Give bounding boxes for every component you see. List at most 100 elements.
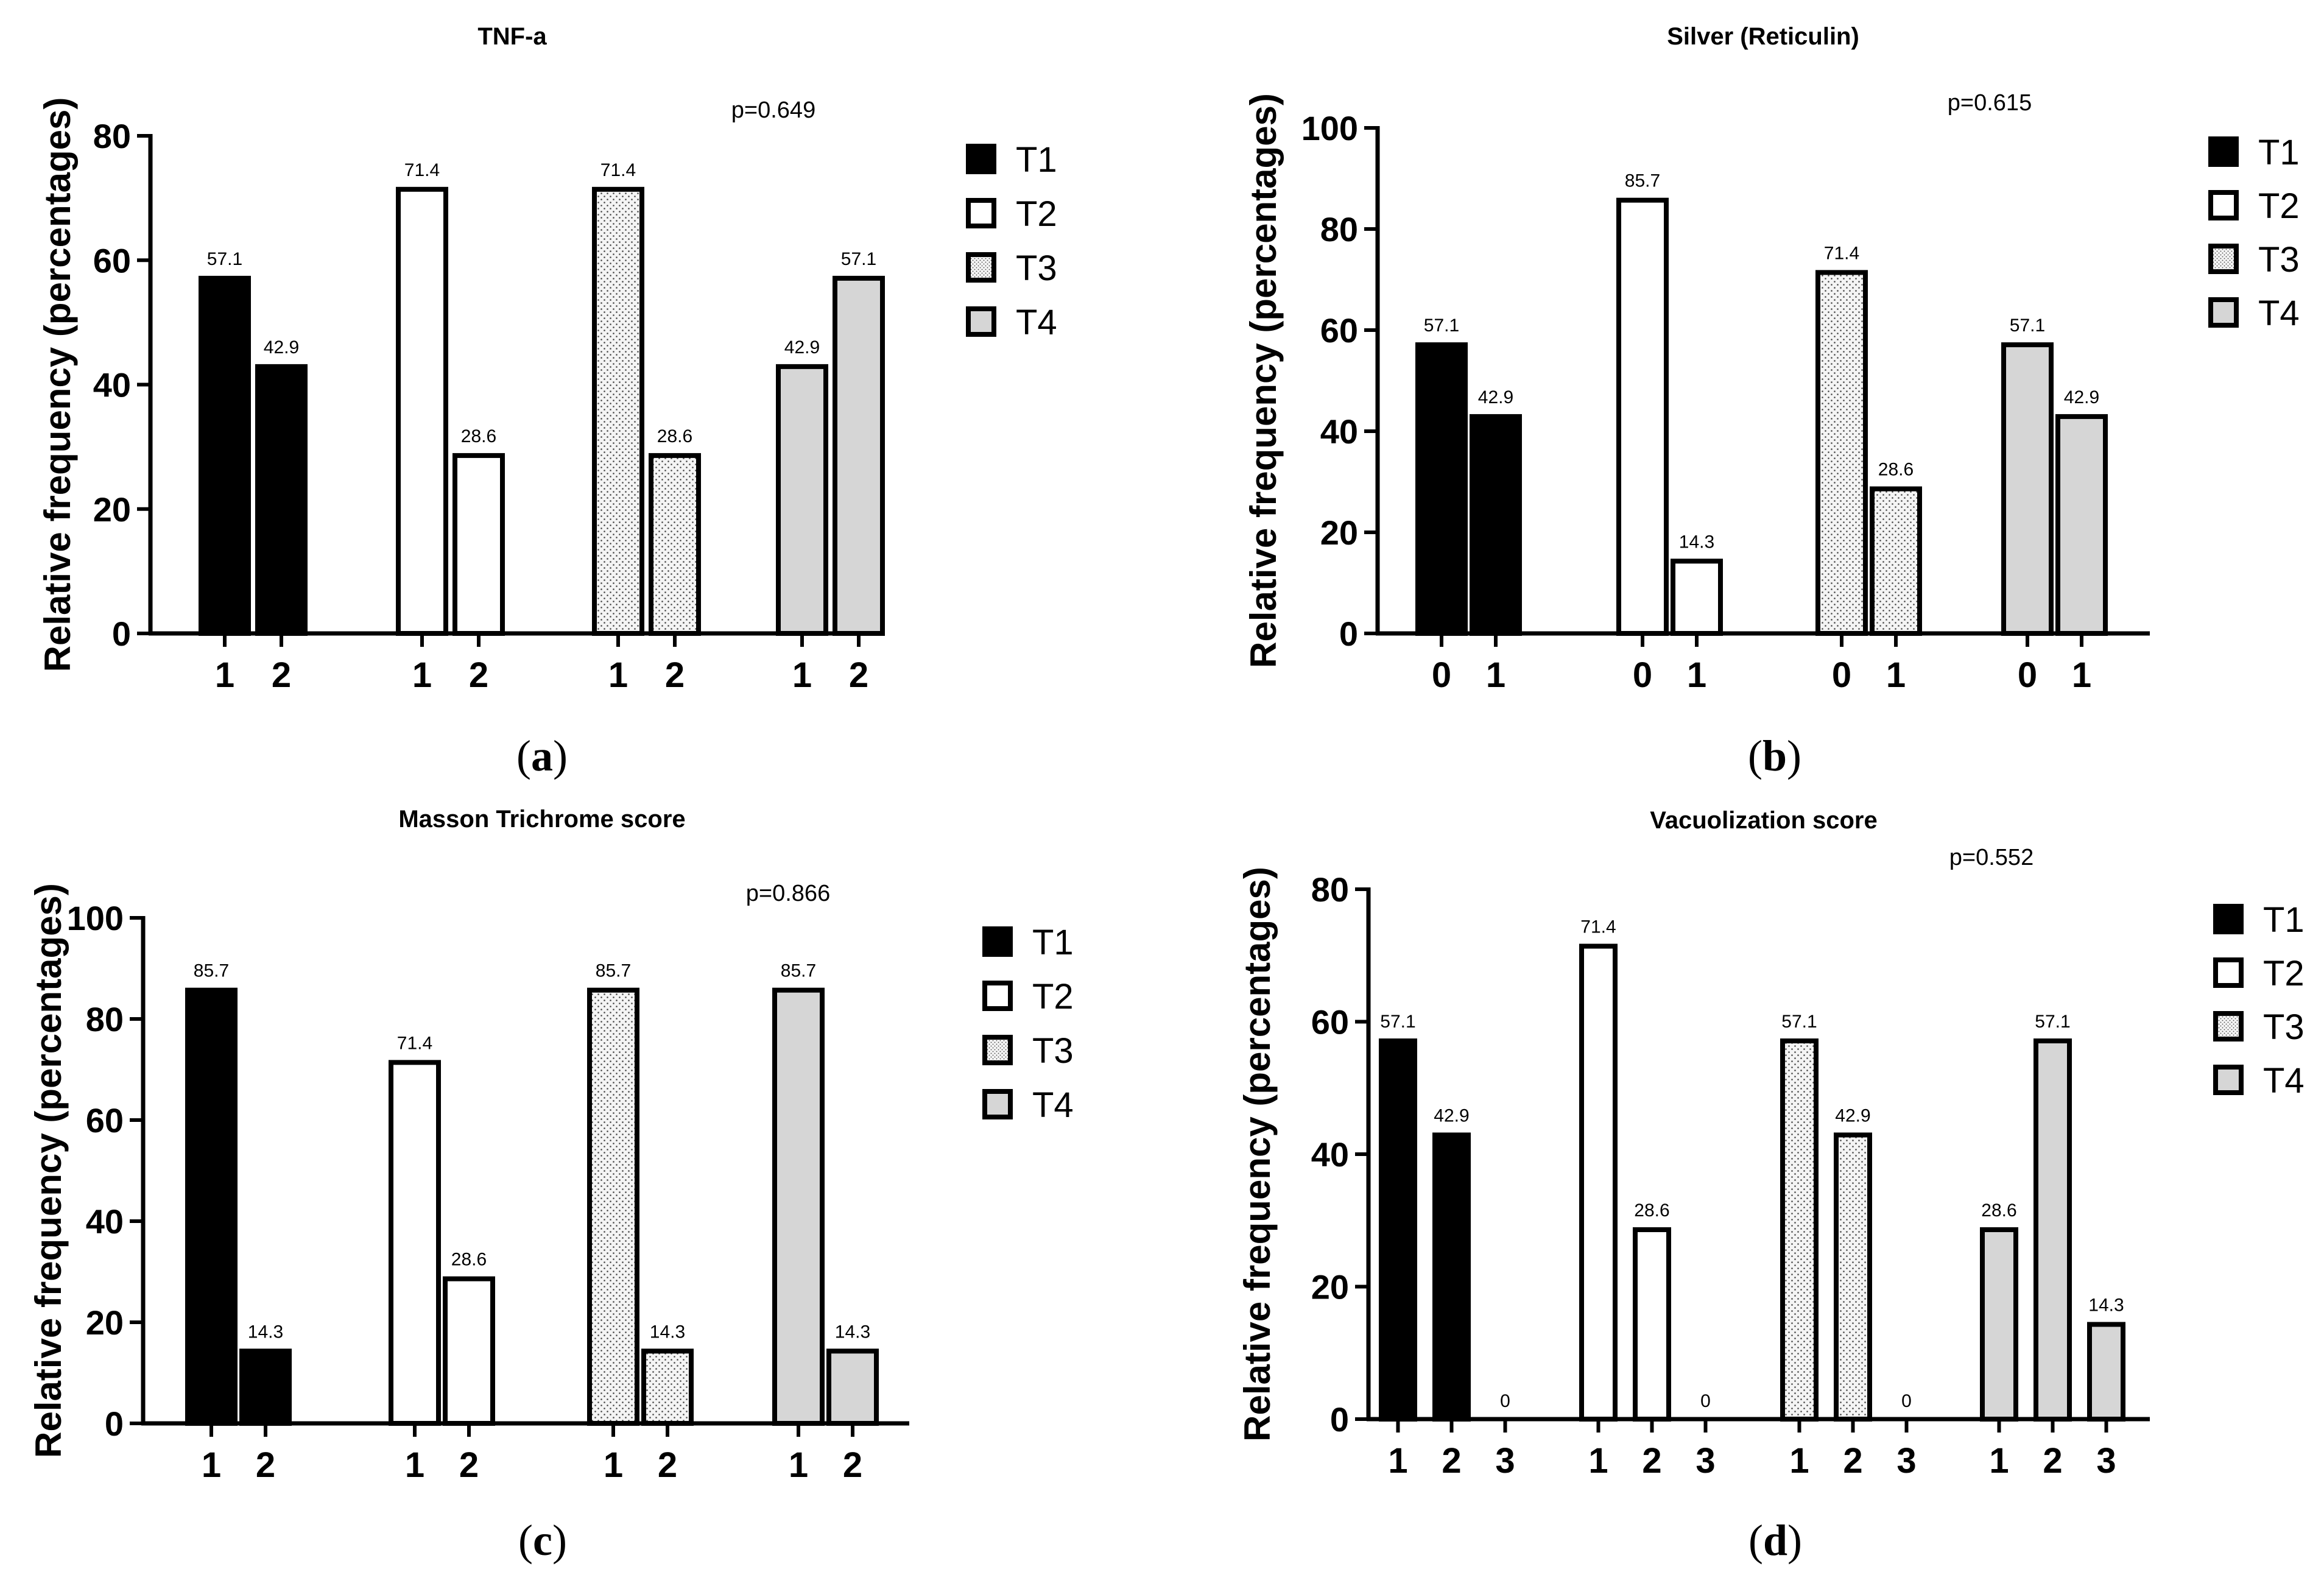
chart-panel-d: Vacuolization score p=0.552 Relative frequ… xyxy=(1237,807,2305,1565)
x-tick-label: 1 xyxy=(215,655,234,695)
bar-t4-2 xyxy=(2034,1038,2072,1422)
legend-swatch-t3 xyxy=(982,1035,1013,1065)
data-label: 0 xyxy=(1901,1391,1912,1411)
bar-t2-1 xyxy=(1671,559,1723,636)
legend-label-t2: T2 xyxy=(1016,194,1057,234)
data-label: 85.7 xyxy=(781,961,816,981)
data-label: 28.6 xyxy=(657,426,692,446)
data-label: 0 xyxy=(1500,1391,1510,1411)
p-value-label: p=0.649 xyxy=(731,97,815,123)
bar-t1-0 xyxy=(1415,342,1468,636)
x-tick-label: 0 xyxy=(1832,655,1851,695)
bar-t3-2 xyxy=(641,1348,694,1426)
data-label: 42.9 xyxy=(264,337,299,358)
y-tick-label: 40 xyxy=(1311,1135,1349,1174)
y-tick-label: 20 xyxy=(93,490,131,529)
x-tick-label: 2 xyxy=(665,655,685,695)
x-tick-label: 1 xyxy=(1588,1441,1608,1481)
legend-swatch-t1 xyxy=(966,144,996,174)
legend-label-t3: T3 xyxy=(1016,248,1057,288)
data-label: 71.4 xyxy=(1824,243,1859,263)
x-tick-label: 1 xyxy=(2072,655,2091,695)
x-tick-label: 1 xyxy=(412,655,432,695)
legend-label-t3: T3 xyxy=(1032,1031,1074,1071)
y-tick-label: 0 xyxy=(112,615,131,653)
y-tick-label: 60 xyxy=(93,241,131,280)
data-label: 14.3 xyxy=(835,1322,870,1342)
x-tick-label: 1 xyxy=(405,1445,424,1485)
x-tick-label: 1 xyxy=(608,655,628,695)
x-tick-label: 1 xyxy=(792,655,812,695)
x-tick-label: 1 xyxy=(1886,655,1906,695)
data-label: 28.6 xyxy=(461,426,496,446)
chart-title: Silver (Reticulin) xyxy=(1667,23,1859,50)
x-tick-label: 2 xyxy=(658,1445,677,1485)
data-label: 71.4 xyxy=(404,160,440,180)
y-tick-label: 20 xyxy=(86,1303,124,1342)
data-label: 28.6 xyxy=(1878,460,1914,480)
data-label: 14.3 xyxy=(248,1322,283,1342)
y-tick-label: 80 xyxy=(86,1000,124,1038)
data-label: 28.6 xyxy=(451,1250,487,1270)
legend-label-t4: T4 xyxy=(1016,303,1057,342)
bar-t4-1 xyxy=(2055,414,2108,636)
chart-panel-c: Masson Trichrome score p=0.866 Relative fr… xyxy=(28,806,1074,1565)
legend-swatch-t2 xyxy=(982,981,1013,1011)
x-tick-label: 1 xyxy=(604,1445,623,1485)
x-tick-label: 2 xyxy=(1442,1441,1461,1481)
x-tick-label: 3 xyxy=(1495,1441,1515,1481)
data-label: 28.6 xyxy=(1634,1200,1669,1221)
data-label: 57.1 xyxy=(841,249,876,269)
x-tick-label: 2 xyxy=(459,1445,479,1485)
y-tick-label: 0 xyxy=(1330,1400,1349,1439)
legend-label-t4: T4 xyxy=(2263,1061,2305,1101)
x-tick-label: 2 xyxy=(1642,1441,1661,1481)
x-tick-label: 2 xyxy=(272,655,291,695)
bar-t1-2 xyxy=(255,364,308,636)
data-label: 28.6 xyxy=(1981,1200,2016,1221)
data-label: 57.1 xyxy=(2035,1012,2070,1032)
legend-swatch-t2 xyxy=(2208,190,2239,220)
panel-caption: (d) xyxy=(1748,1516,1802,1565)
x-tick-label: 1 xyxy=(1486,655,1505,695)
bar-t3-2 xyxy=(1834,1132,1872,1422)
p-value-label: p=0.615 xyxy=(1948,90,2032,116)
bar-t4-1 xyxy=(776,364,828,636)
y-tick-label: 40 xyxy=(93,366,131,404)
bar-t1-2 xyxy=(1432,1132,1471,1422)
data-label: 71.4 xyxy=(397,1033,432,1053)
y-tick-label: 60 xyxy=(86,1101,124,1140)
panel-caption: (c) xyxy=(518,1516,567,1565)
data-label: 42.9 xyxy=(1835,1105,1870,1126)
y-tick-label: 20 xyxy=(1311,1268,1349,1306)
x-tick-label: 3 xyxy=(1896,1441,1916,1481)
panel-caption: (b) xyxy=(1748,731,1801,780)
caption-letter: b xyxy=(1762,731,1787,780)
data-label: 42.9 xyxy=(2064,387,2099,407)
data-label: 14.3 xyxy=(650,1322,685,1342)
legend-swatch-t1 xyxy=(2213,904,2244,934)
data-label: 57.1 xyxy=(1424,315,1459,336)
legend-label-t4: T4 xyxy=(2258,294,2300,333)
chart-title: Masson Trichrome score xyxy=(398,806,685,833)
legend-swatch-t2 xyxy=(966,198,996,228)
y-axis-label: Relative frequency (percentages) xyxy=(37,97,78,672)
x-tick-label: 2 xyxy=(1843,1441,1862,1481)
bar-t2-2 xyxy=(452,453,505,636)
legend-swatch-t1 xyxy=(982,926,1013,957)
x-tick-label: 1 xyxy=(1789,1441,1809,1481)
bar-t2-0 xyxy=(1616,197,1669,636)
data-label: 71.4 xyxy=(1580,917,1616,937)
bar-t3-1 xyxy=(592,186,644,636)
y-tick-label: 60 xyxy=(1320,311,1358,350)
x-tick-label: 1 xyxy=(1989,1441,2009,1481)
legend-label-t4: T4 xyxy=(1032,1085,1074,1125)
bar-t4-1 xyxy=(772,987,825,1426)
legend-swatch-t4 xyxy=(2213,1065,2244,1095)
data-label: 57.1 xyxy=(207,249,242,269)
bar-t4-2 xyxy=(826,1348,879,1426)
y-tick-label: 20 xyxy=(1320,513,1358,552)
caption-letter: d xyxy=(1763,1516,1787,1565)
panel-caption: (a) xyxy=(516,731,568,780)
